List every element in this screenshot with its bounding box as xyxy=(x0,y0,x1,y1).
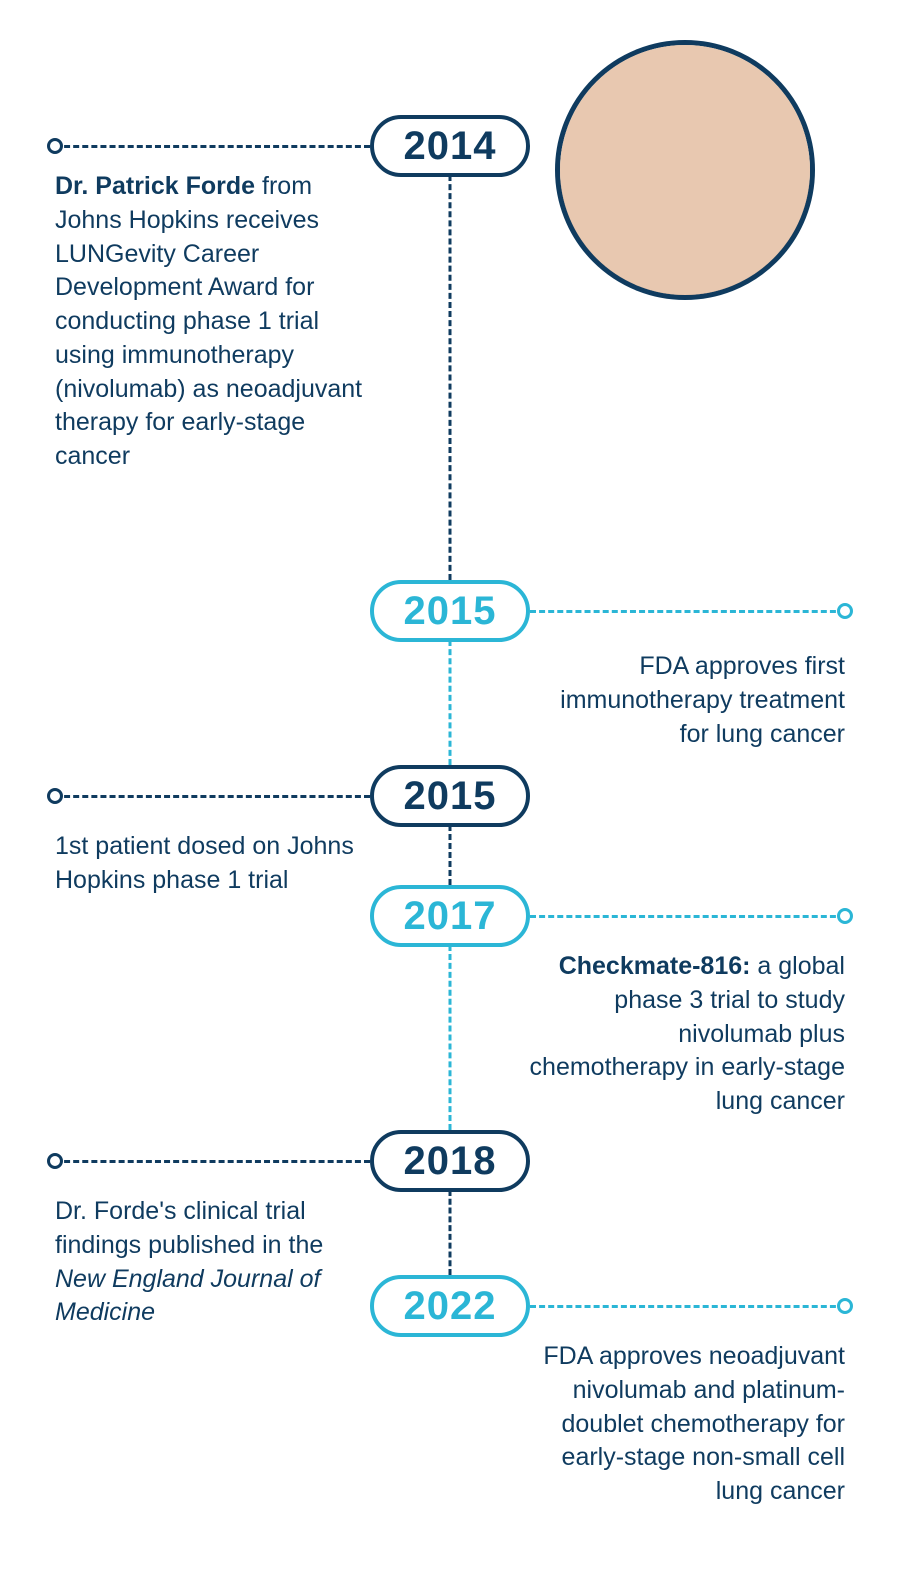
timeline-connector xyxy=(55,1160,370,1163)
timeline-connector xyxy=(55,795,370,798)
entry-body: from Johns Hopkins receives LUNGevity Ca… xyxy=(55,172,362,470)
year-pill: 2018 xyxy=(370,1130,530,1192)
timeline-entry-text: Checkmate-816: a global phase 3 trial to… xyxy=(525,950,845,1119)
avatar-placeholder xyxy=(560,45,810,295)
year-pill: 2015 xyxy=(370,765,530,827)
entry-bold-prefix: Dr. Patrick Forde xyxy=(55,172,255,200)
timeline-entry-text: FDA approves first immunotherapy treatme… xyxy=(525,650,845,751)
year-label: 2014 xyxy=(404,124,497,169)
year-pill: 2017 xyxy=(370,885,530,947)
entry-body: FDA approves neoadjuvant nivolumab and p… xyxy=(543,1342,845,1505)
year-pill: 2014 xyxy=(370,115,530,177)
timeline-connector-dot xyxy=(837,603,853,619)
entry-italic: New England Journal of Medicine xyxy=(55,1265,320,1327)
entry-body: FDA approves first immunotherapy treatme… xyxy=(560,652,845,748)
entry-body: 1st patient dosed on Johns Hopkins phase… xyxy=(55,832,354,894)
timeline-vertical-segment xyxy=(449,945,452,1130)
timeline-connector xyxy=(530,610,845,613)
avatar-photo xyxy=(555,40,815,300)
timeline-container: 2014 Dr. Patrick Forde from Johns Hopkins… xyxy=(0,0,900,1572)
year-label: 2018 xyxy=(404,1139,497,1184)
year-pill: 2022 xyxy=(370,1275,530,1337)
timeline-vertical-segment xyxy=(449,1190,452,1275)
timeline-vertical-segment xyxy=(449,825,452,885)
timeline-connector xyxy=(530,1305,845,1308)
timeline-connector-dot xyxy=(837,1298,853,1314)
timeline-vertical-segment xyxy=(449,640,452,765)
year-label: 2017 xyxy=(404,894,497,939)
timeline-connector-dot xyxy=(47,788,63,804)
timeline-connector xyxy=(530,915,845,918)
timeline-entry-text: FDA approves neoadjuvant nivolumab and p… xyxy=(525,1340,845,1509)
timeline-connector xyxy=(55,145,370,148)
timeline-connector-dot xyxy=(47,1153,63,1169)
entry-body-before: Dr. Forde's clinical trial findings publ… xyxy=(55,1197,323,1259)
timeline-connector-dot xyxy=(47,138,63,154)
year-label: 2015 xyxy=(404,589,497,634)
year-label: 2015 xyxy=(404,774,497,819)
year-label: 2022 xyxy=(404,1284,497,1329)
entry-bold-prefix: Checkmate-816: xyxy=(559,952,751,980)
timeline-entry-text: Dr. Patrick Forde from Johns Hopkins rec… xyxy=(55,170,375,474)
year-pill: 2015 xyxy=(370,580,530,642)
timeline-entry-text: 1st patient dosed on Johns Hopkins phase… xyxy=(55,830,375,898)
timeline-connector-dot xyxy=(837,908,853,924)
timeline-vertical-segment xyxy=(449,175,452,580)
timeline-entry-text: Dr. Forde's clinical trial findings publ… xyxy=(55,1195,375,1330)
